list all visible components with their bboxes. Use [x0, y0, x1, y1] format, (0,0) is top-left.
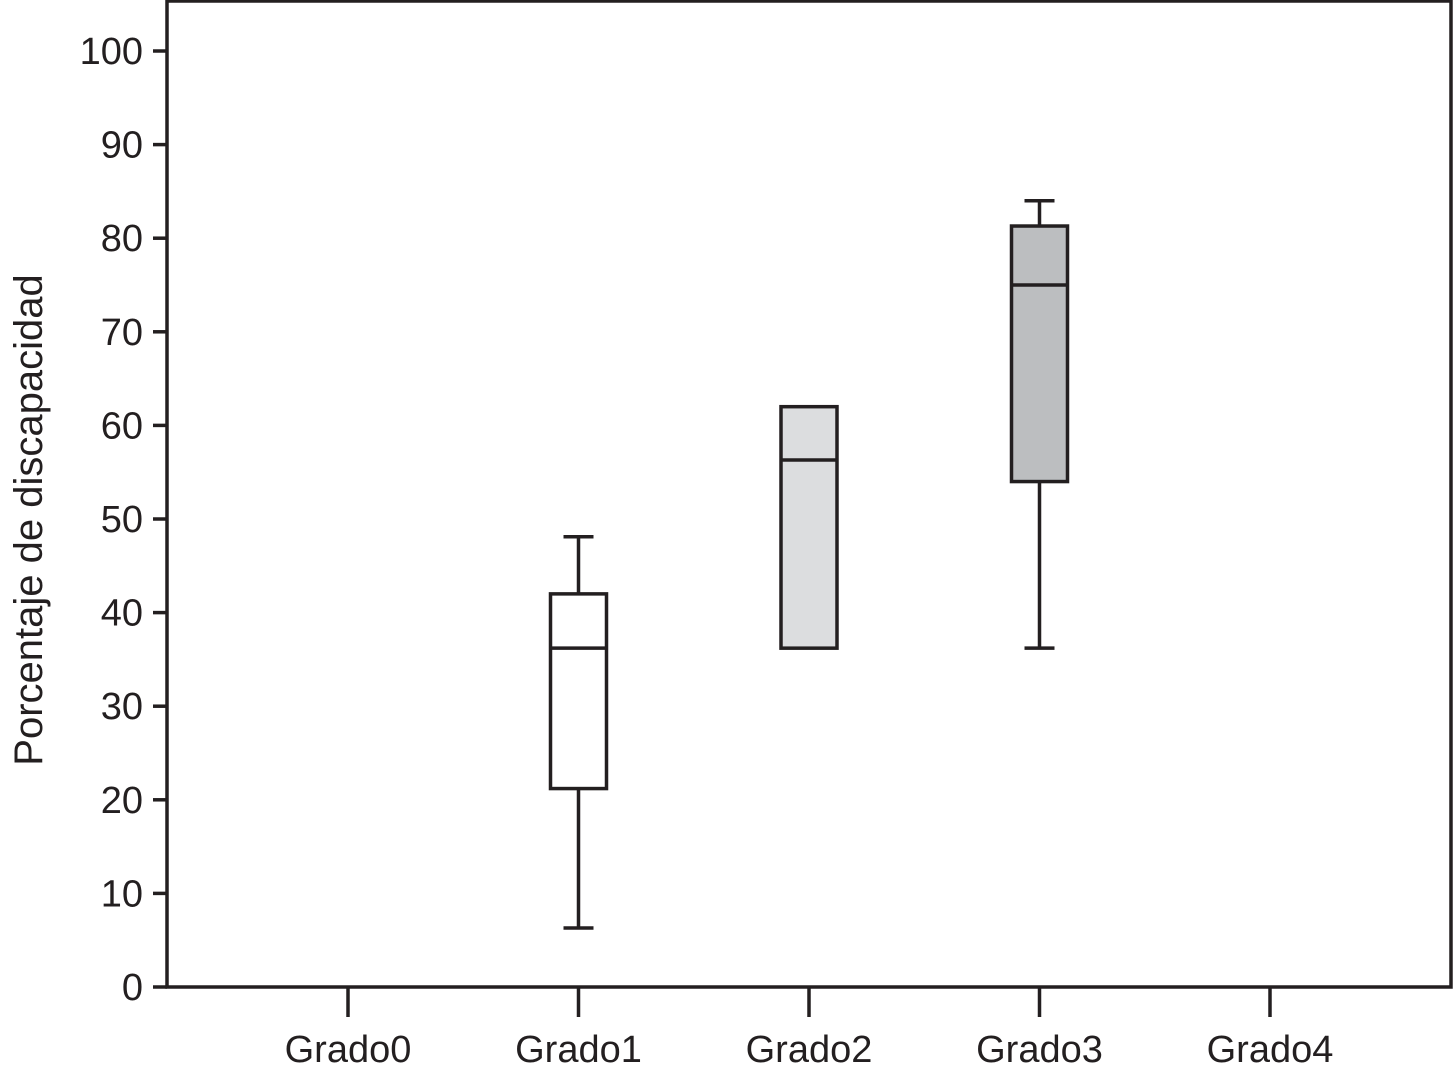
x-tick-label-Grado4: Grado4 — [1207, 1029, 1334, 1070]
x-tick-label-Grado2: Grado2 — [746, 1029, 873, 1070]
y-tick-label-50: 50 — [101, 499, 143, 541]
y-axis: 0 10 20 30 40 50 60 70 80 90 100 — [80, 31, 167, 1009]
y-tick-label-60: 60 — [101, 405, 143, 447]
iqr-box-Grado3 — [1009, 224, 1070, 484]
box-Grado2 — [779, 404, 839, 650]
y-tick-label-0: 0 — [122, 967, 143, 1009]
boxes — [548, 199, 1070, 930]
x-tick-label-Grado1: Grado1 — [515, 1029, 642, 1070]
y-tick-label-80: 80 — [101, 218, 143, 260]
x-tick-label-Grado3: Grado3 — [976, 1029, 1103, 1070]
box-Grado3 — [1009, 199, 1070, 650]
y-tick-label-10: 10 — [101, 873, 143, 915]
y-tick-label-40: 40 — [101, 593, 143, 635]
iqr-box-Grado1 — [548, 592, 609, 791]
iqr-box-Grado2 — [779, 404, 839, 650]
y-tick-label-30: 30 — [101, 686, 143, 728]
y-tick-label-100: 100 — [80, 31, 143, 73]
y-tick-label-90: 90 — [101, 125, 143, 167]
x-axis: Grado0 Grado1 Grado2 Grado3 Grado4 — [285, 987, 1334, 1070]
y-axis-title: Porcentaje de discapacidad — [7, 274, 51, 765]
x-tick-label-Grado0: Grado0 — [285, 1029, 412, 1070]
y-tick-label-70: 70 — [101, 312, 143, 354]
y-tick-label-20: 20 — [101, 780, 143, 822]
box-Grado1 — [548, 535, 609, 930]
